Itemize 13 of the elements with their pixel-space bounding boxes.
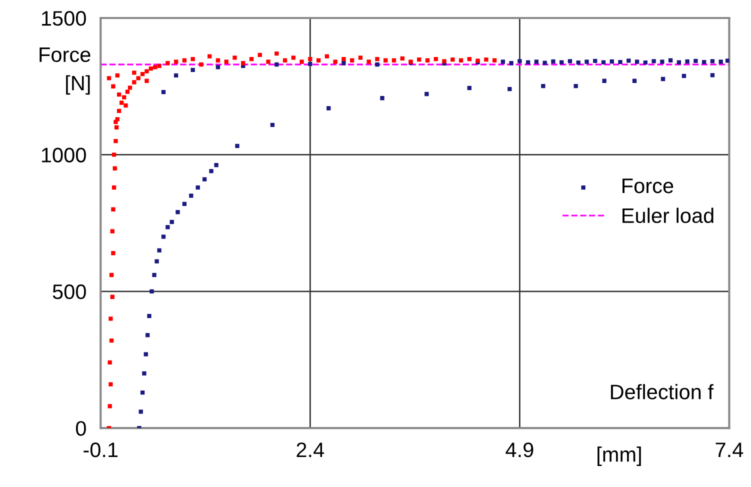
x-axis-title: [mm] (598, 446, 641, 466)
y-tick-label: 0 (76, 421, 86, 436)
x-tick-label: 4.9 (506, 442, 534, 458)
legend-label: Euler load (622, 208, 714, 224)
y-tick-label: 500 (52, 284, 86, 300)
x-tick-label: -0.1 (84, 442, 118, 458)
x-tick-label: 7.4 (716, 442, 744, 458)
legend-label: Force (622, 178, 674, 194)
annotation: Deflection f (611, 384, 714, 400)
y-tick-label: 1500 (42, 11, 86, 26)
y-tick-label: 1000 (42, 148, 86, 162)
x-tick-label: 2.4 (296, 442, 324, 458)
y-axis-title: Force [N] (40, 47, 90, 95)
